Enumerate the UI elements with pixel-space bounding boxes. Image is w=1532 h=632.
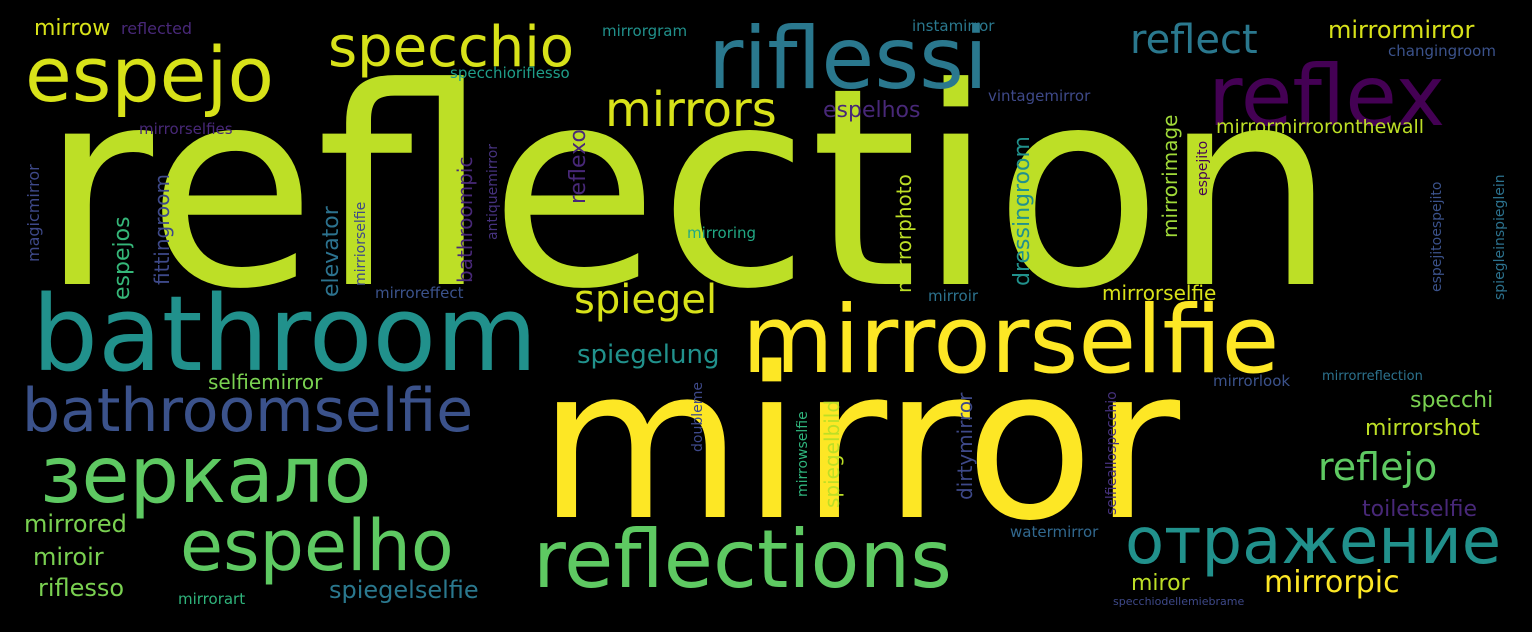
word-espejos: espejos bbox=[110, 216, 135, 300]
word-mirrorshot: mirrorshot bbox=[1365, 416, 1480, 441]
word-mirrored: mirrored bbox=[24, 510, 127, 538]
word-mirroreffect: mirroreffect bbox=[375, 284, 464, 302]
word-espelho: espelho bbox=[180, 505, 454, 587]
word-reflected: reflected bbox=[121, 19, 193, 38]
word-changingroom: changingroom bbox=[1388, 42, 1496, 60]
word-mirrorselfie-small: mirrorselfie bbox=[1102, 281, 1217, 305]
word-mirrow: mirrow bbox=[34, 16, 111, 41]
word-reflejo: reflejo bbox=[1318, 445, 1438, 489]
word-espejitoespejito: espejitoespejito bbox=[1429, 181, 1445, 292]
word-mirrorselfie: mirrorselfie bbox=[742, 286, 1280, 395]
word-mirrorgram: mirrorgram bbox=[602, 22, 688, 40]
word-fittingroom: fittingroom bbox=[150, 174, 174, 285]
word-reflexo: reflexo bbox=[566, 129, 591, 204]
word-bathroom: bathroom bbox=[32, 273, 538, 395]
word-riflessi: riflessi bbox=[708, 9, 988, 109]
word-bathroompic: bathroompic bbox=[453, 156, 477, 283]
word-spiegleinspieglein: spiegleinspieglein bbox=[1492, 174, 1508, 300]
word-espelhos: espelhos bbox=[823, 98, 921, 123]
word-spiegelbild: spiegelbild bbox=[820, 399, 844, 508]
word-vintagemirror: vintagemirror bbox=[988, 87, 1091, 105]
word-elevator: elevator bbox=[319, 206, 344, 297]
word-mirrormirroronthewall: mirrormirroronthewall bbox=[1216, 116, 1425, 138]
word-mirrormirror: mirrormirror bbox=[1328, 16, 1475, 44]
word-mirrorreflection: mirrorreflection bbox=[1322, 369, 1423, 384]
word-mirrorphoto: mirrorphoto bbox=[892, 174, 916, 293]
word-miror: miror bbox=[1131, 571, 1190, 596]
word-mirror: mirror bbox=[538, 322, 1181, 567]
word-mirrorpic: mirrorpic bbox=[1264, 565, 1400, 600]
word-spiegel: spiegel bbox=[574, 277, 718, 323]
word-spiegelselfie: spiegelselfie bbox=[329, 576, 479, 604]
word-mirrorimage: mirrorimage bbox=[1158, 114, 1182, 238]
word-mirrorart: mirrorart bbox=[178, 590, 246, 608]
word-riflesso: riflesso bbox=[38, 574, 125, 602]
word-miroir: miroir bbox=[33, 543, 104, 571]
word-spiegelung: spiegelung bbox=[577, 340, 720, 370]
word-dressingroom: dressingroom bbox=[1010, 136, 1035, 286]
word-instamirror: instamirror bbox=[912, 17, 995, 35]
word-espejito: espejito bbox=[1195, 140, 1211, 196]
word-zerkalo: зеркало bbox=[40, 431, 372, 521]
word-otrazhenie: отражение bbox=[1125, 505, 1502, 579]
word-espejo: espejo bbox=[25, 30, 274, 119]
word-reflections: reflections bbox=[533, 513, 952, 606]
word-reflection: reflection bbox=[40, 29, 1337, 349]
word-mirroring: mirroring bbox=[687, 224, 757, 242]
word-specchio: specchio bbox=[328, 15, 575, 80]
word-mirroir: mirroir bbox=[928, 287, 979, 305]
word-mirrowselfie: mirrowselfie bbox=[795, 411, 811, 497]
word-antiquemirror: antiquemirror bbox=[485, 143, 501, 240]
word-dirtymirror: dirtymirror bbox=[953, 392, 977, 500]
word-watermirror: watermirror bbox=[1010, 523, 1099, 541]
word-specchioriflesso: specchioriflesso bbox=[450, 64, 570, 82]
word-mirrorlook: mirrorlook bbox=[1213, 372, 1291, 390]
word-mirrorselfies: mirrorselfies bbox=[139, 120, 233, 138]
word-doubleme: doubleme bbox=[690, 382, 706, 452]
word-reflect: reflect bbox=[1130, 17, 1258, 63]
word-magicmirror: magicmirror bbox=[24, 164, 43, 262]
word-reflex: reflex bbox=[1208, 47, 1446, 145]
word-mirriorselfie: mirriorselfie bbox=[353, 201, 369, 286]
word-specchi: specchi bbox=[1410, 388, 1494, 413]
word-bathroomselfie: bathroomselfie bbox=[22, 376, 474, 446]
word-mirrors: mirrors bbox=[605, 82, 777, 138]
word-toiletselfie: toiletselfie bbox=[1362, 497, 1477, 522]
word-selfieallospecchio: selfieallospecchio bbox=[1104, 391, 1120, 515]
word-specchiodellemiebrame: specchiodellemiebrame bbox=[1113, 595, 1245, 608]
word-selfiemirror: selfiemirror bbox=[208, 370, 323, 394]
